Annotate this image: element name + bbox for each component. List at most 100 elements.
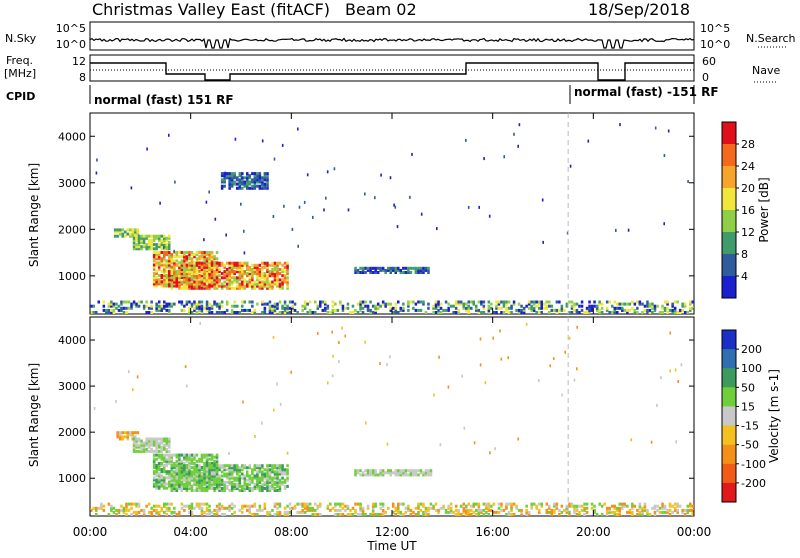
data-cell <box>671 304 674 308</box>
data-cell <box>210 269 214 273</box>
data-cell <box>666 311 669 314</box>
data-cell <box>190 470 194 474</box>
data-cell <box>263 282 267 286</box>
data-cell <box>298 205 301 209</box>
data-cell <box>165 453 169 457</box>
data-cell <box>261 265 264 269</box>
data-cell <box>180 263 184 267</box>
data-cell <box>538 510 541 514</box>
data-cell <box>570 504 574 508</box>
data-cell <box>512 513 516 516</box>
data-cell <box>203 480 206 484</box>
data-cell <box>185 270 189 274</box>
data-cell <box>555 504 559 508</box>
data-cell <box>379 473 382 477</box>
data-cell <box>132 388 134 392</box>
data-cell <box>492 510 496 514</box>
y-tick-label: 3000 <box>58 177 86 190</box>
data-cell <box>142 243 146 247</box>
data-cell <box>258 282 262 286</box>
data-cell <box>253 178 257 182</box>
data-cell <box>651 311 654 314</box>
data-cell <box>505 300 508 304</box>
data-cell <box>238 476 242 480</box>
data-cell <box>238 263 242 267</box>
data-cell <box>439 311 443 314</box>
data-cell <box>170 502 174 506</box>
data-cell <box>371 513 375 516</box>
data-cell <box>427 506 430 510</box>
data-cell <box>341 308 345 312</box>
data-cell <box>248 274 252 278</box>
data-cell <box>621 504 624 508</box>
colorbar-tick-label: 100 <box>741 362 762 375</box>
data-cell <box>346 506 350 510</box>
data-cell <box>92 311 96 314</box>
data-cell <box>228 452 230 455</box>
data-cell <box>210 510 214 514</box>
data-cell <box>361 266 365 270</box>
data-cell <box>198 457 201 461</box>
data-cell <box>598 300 601 304</box>
data-cell <box>157 461 161 465</box>
data-cell <box>251 476 254 480</box>
data-cell <box>241 268 244 271</box>
data-cell <box>454 302 458 306</box>
data-cell <box>168 261 171 265</box>
data-cell <box>175 466 179 470</box>
data-cell <box>200 502 204 506</box>
data-cell <box>454 513 458 516</box>
data-cell <box>163 241 166 244</box>
data-cell <box>389 271 393 274</box>
data-cell <box>663 510 667 514</box>
data-cell <box>560 510 564 514</box>
data-cell <box>565 508 569 512</box>
data-cell <box>210 453 214 457</box>
data-cell <box>190 253 194 257</box>
x-tick-label: 20:00 <box>576 525 611 539</box>
data-cell <box>236 478 239 482</box>
data-cell <box>246 282 249 286</box>
data-cell <box>132 236 136 240</box>
data-cell <box>213 487 216 490</box>
data-cell <box>251 272 254 276</box>
data-cell <box>185 487 189 490</box>
data-cell <box>175 276 179 280</box>
data-cell <box>472 502 476 506</box>
data-cell <box>364 300 367 304</box>
data-cell <box>475 513 478 516</box>
data-cell <box>203 263 206 267</box>
data-cell <box>142 508 146 512</box>
data-cell <box>160 484 164 488</box>
data-cell <box>175 480 179 484</box>
data-cell <box>339 300 342 304</box>
data-cell <box>205 306 209 310</box>
data-cell <box>163 459 166 463</box>
data-cell <box>359 506 362 510</box>
data-cell <box>389 471 393 475</box>
data-cell <box>246 482 249 486</box>
data-cell <box>273 311 277 314</box>
data-cell <box>311 508 315 512</box>
data-cell <box>253 286 257 290</box>
data-cell <box>248 270 252 274</box>
data-cell <box>220 513 224 516</box>
data-cell <box>116 228 119 232</box>
data-cell <box>268 311 272 314</box>
data-cell <box>152 504 156 508</box>
data-cell <box>152 267 156 271</box>
data-cell <box>175 253 179 257</box>
data-cell <box>535 300 538 304</box>
data-cell <box>208 482 211 486</box>
data-cell <box>198 482 201 486</box>
data-cell <box>134 435 137 439</box>
data-cell <box>317 331 319 335</box>
data-cell <box>463 426 466 430</box>
data-cell <box>213 278 216 282</box>
data-cell <box>225 282 229 286</box>
data-cell <box>228 489 231 492</box>
data-cell <box>394 308 398 312</box>
data-cell <box>142 510 146 514</box>
data-cell <box>548 504 551 508</box>
